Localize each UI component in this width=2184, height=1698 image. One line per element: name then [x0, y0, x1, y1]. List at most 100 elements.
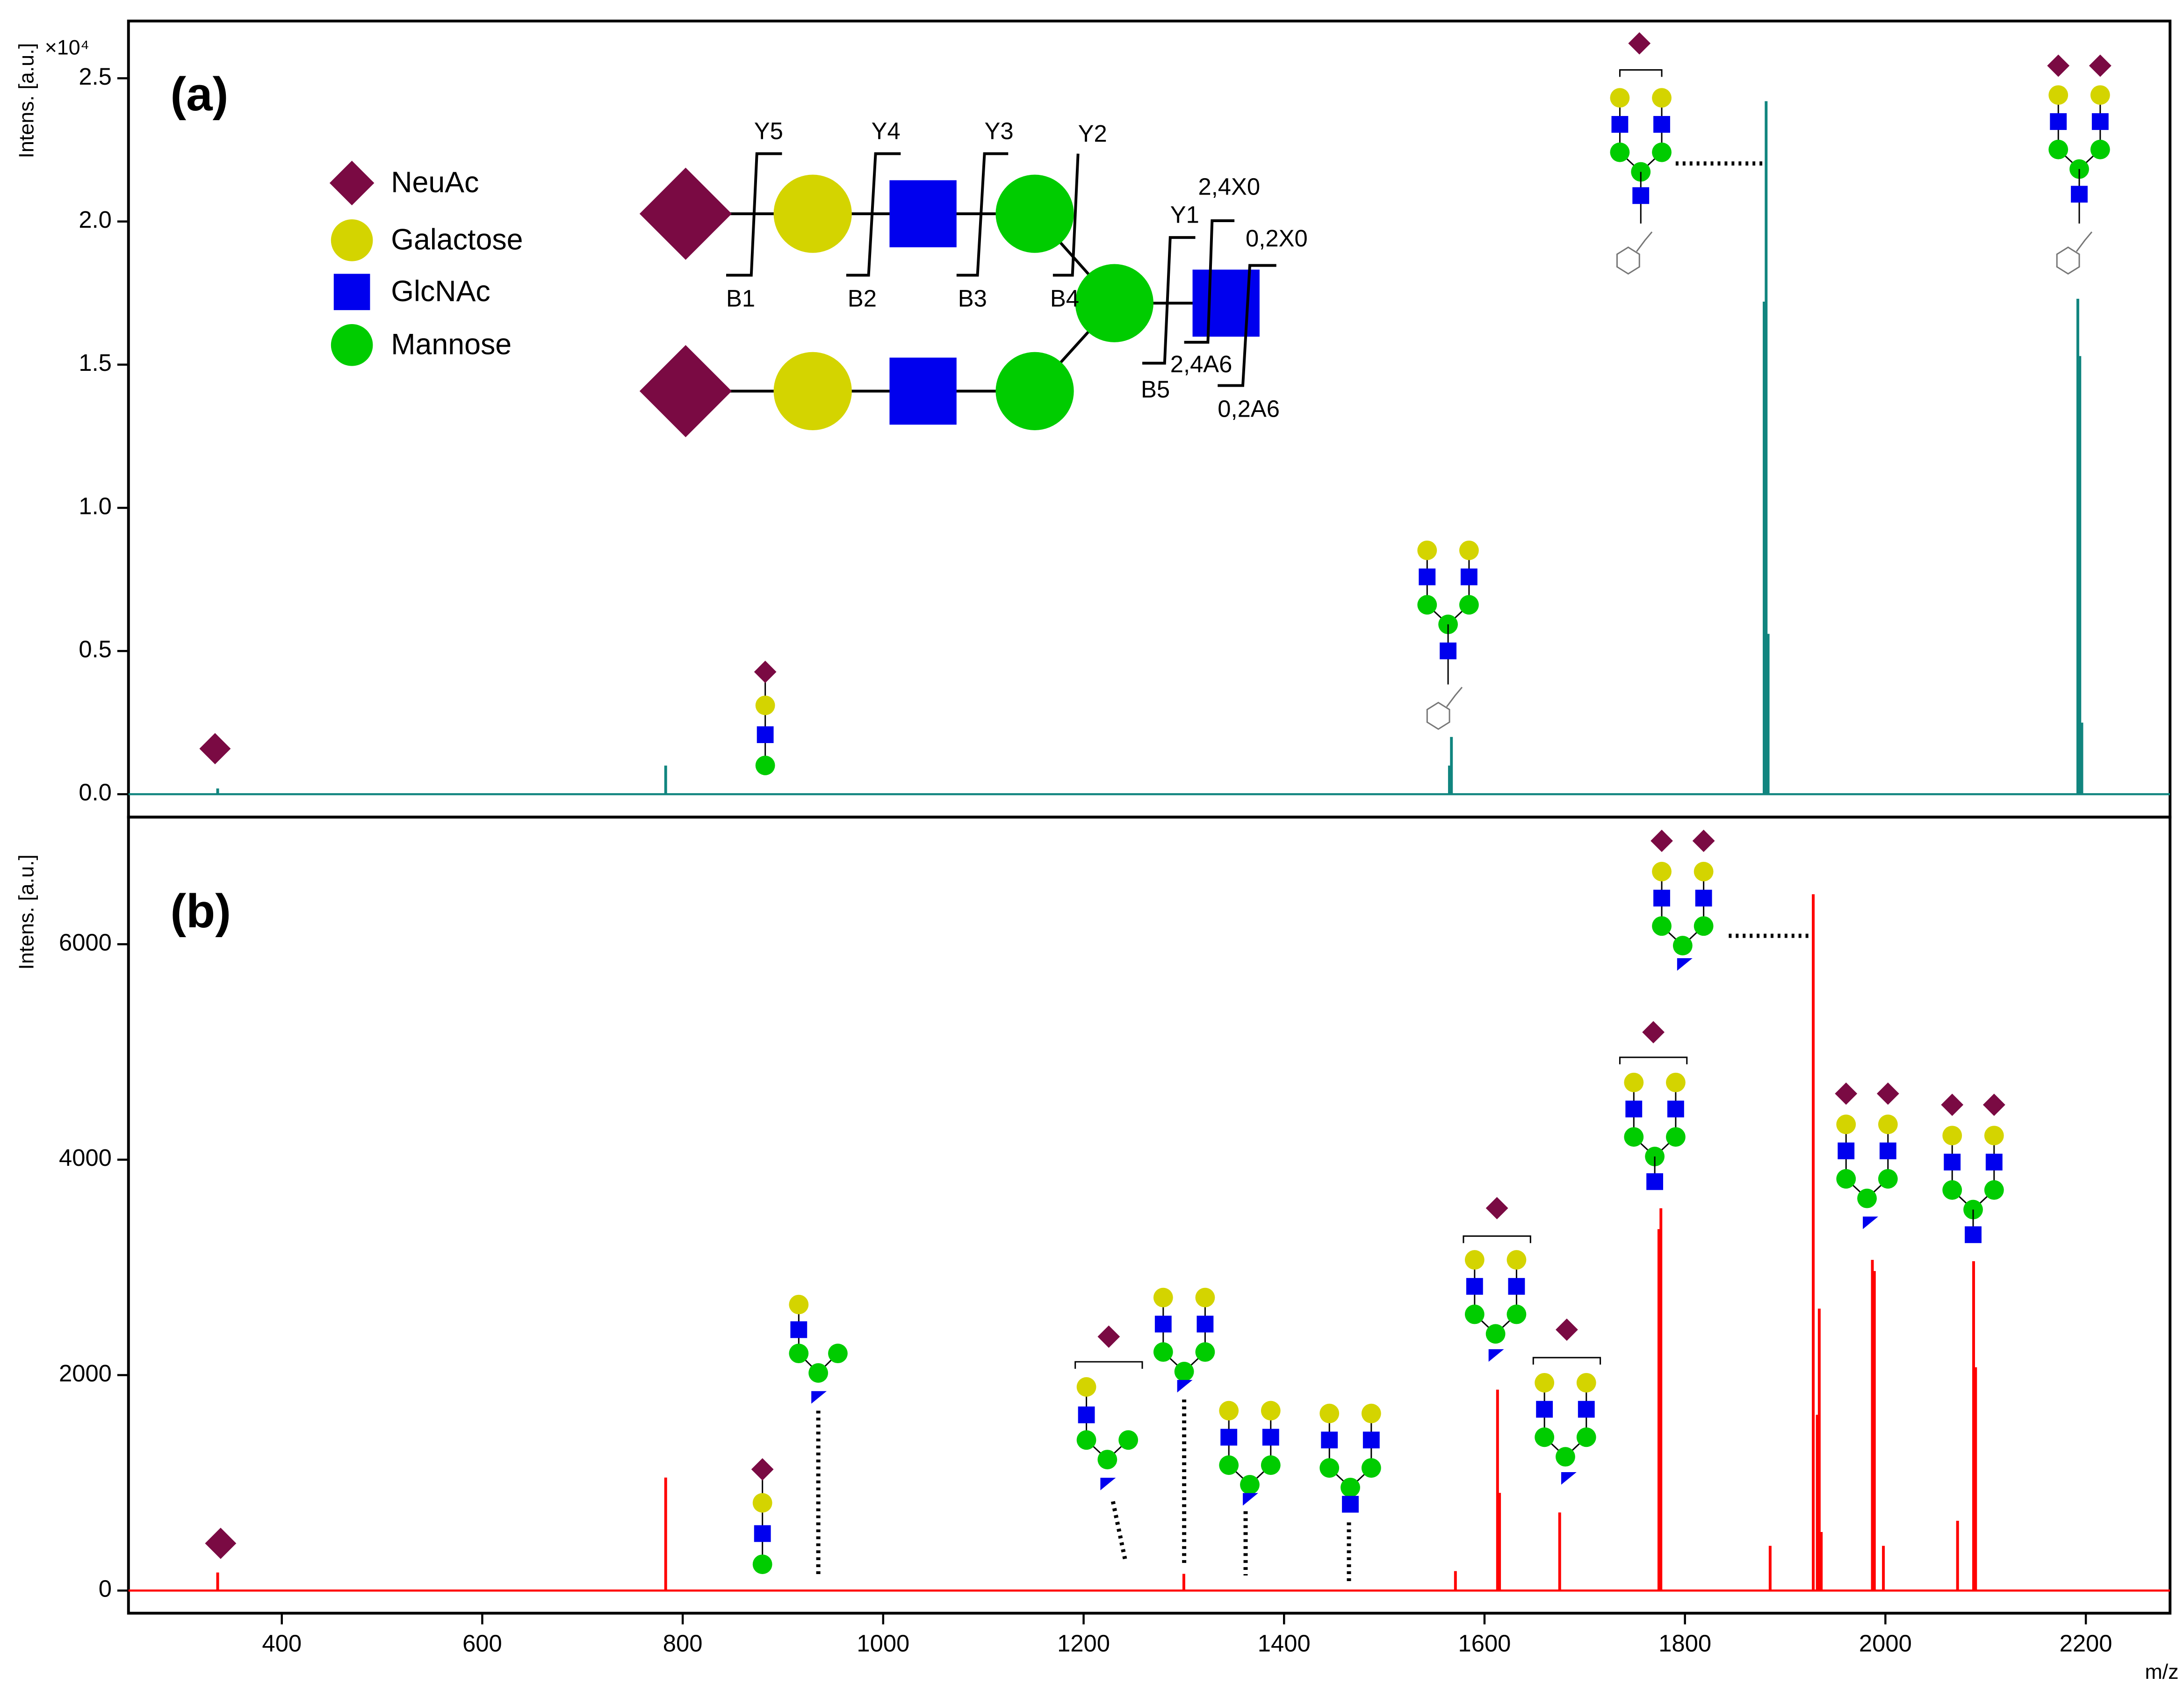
glyph-shape — [755, 755, 775, 775]
scheme-label: B4 — [1050, 285, 1079, 312]
glyph-shape — [828, 1344, 848, 1364]
glyph-shape — [956, 152, 1009, 277]
legend: NeuAc Galactose GlcNAc Mannose — [329, 160, 523, 366]
glyph-shape — [1465, 1250, 1526, 1344]
y-tick-label: 2000 — [59, 1360, 112, 1387]
glyph-shape — [2089, 54, 2112, 77]
glyph-shape — [1942, 1126, 2004, 1219]
glyph-shape — [1440, 642, 1456, 659]
y-tick-label: 2.5 — [79, 63, 112, 90]
x-axis-label: m/z — [2145, 1660, 2178, 1684]
glyph-shape — [1243, 1493, 1258, 1506]
scheme-label: B2 — [848, 285, 877, 312]
glyph-shape — [1619, 1056, 1688, 1064]
glyph-shape — [755, 695, 775, 715]
legend-label: Galactose — [391, 223, 523, 256]
glyph-shape — [1078, 1406, 1095, 1423]
glyph-shape — [789, 1344, 809, 1364]
glyph-shape — [1624, 1073, 1685, 1166]
glyph-shape — [2071, 186, 2088, 203]
glyph-shape — [329, 160, 375, 206]
glyph-shape — [1532, 1357, 1601, 1365]
glyph-shape — [1142, 236, 1196, 365]
glyph-shape — [1319, 1404, 1381, 1497]
scheme-label: B1 — [726, 285, 755, 312]
glyph-shape — [798, 1304, 838, 1374]
glycan-scheme: Y5 Y4 Y3 Y2 2,4X0 0,2X0 Y1 B1 B2 B3 B4 B… — [639, 117, 1308, 437]
glyph-shape — [1632, 187, 1650, 204]
glycan-icons — [205, 830, 2005, 1581]
glyph-shape — [1619, 69, 1663, 77]
scheme-label: 2,4A6 — [1170, 351, 1233, 377]
scheme-label: Y2 — [1078, 120, 1107, 147]
y-scale-label: ×10⁴ — [45, 36, 89, 59]
glyph-shape — [1646, 1173, 1664, 1190]
glyph-shape — [808, 1363, 829, 1383]
glyph-shape — [1876, 1082, 1899, 1105]
y-tick-label: 2.0 — [79, 206, 112, 233]
glyph-shape — [726, 152, 782, 277]
glyph-shape — [205, 1527, 237, 1559]
glyph-shape — [752, 1493, 772, 1513]
glyph-shape — [1692, 830, 1715, 852]
scheme-label: Y3 — [985, 117, 1014, 144]
glyph-shape — [1836, 1114, 1897, 1208]
glyph-shape — [2047, 54, 2070, 77]
glyph-shape — [790, 1321, 807, 1338]
y-axis-label: Intens. [a.u.] — [15, 854, 38, 969]
x-tick-label: 1800 — [1658, 1630, 1711, 1657]
y-tick-label: 1.5 — [79, 349, 112, 376]
glyph-shape — [199, 733, 231, 765]
legend-label: Mannose — [391, 328, 512, 361]
glyph-shape — [333, 274, 370, 311]
glyph-shape — [1965, 1226, 1982, 1243]
glyph-shape — [1677, 958, 1693, 971]
x-tick-label: 2200 — [2060, 1630, 2112, 1657]
glyph-shape — [789, 1294, 809, 1315]
glyph-shape — [1652, 862, 1713, 955]
glyph-shape — [2048, 85, 2110, 179]
scheme-label: B5 — [1141, 376, 1170, 403]
scheme-label: Y4 — [872, 117, 901, 144]
scheme-label: 2,4X0 — [1198, 173, 1260, 200]
glyph-shape — [757, 726, 774, 744]
y-tick-label: 0 — [99, 1575, 112, 1602]
glyph-shape — [773, 352, 852, 431]
glyph-shape — [1426, 686, 1463, 730]
glyph-shape — [1218, 264, 1276, 387]
scheme-label: 0,2X0 — [1246, 225, 1308, 252]
scheme-label: Y1 — [1170, 201, 1199, 228]
plot-frame — [127, 816, 2172, 1615]
glyph-shape — [1417, 541, 1478, 634]
scheme-label: Y5 — [754, 117, 783, 144]
x-tick-label: 1400 — [1258, 1630, 1311, 1657]
glyph-shape — [1535, 1373, 1596, 1467]
glyph-shape — [639, 345, 732, 437]
glyph-shape — [1076, 1430, 1096, 1450]
y-tick-label: 1.0 — [79, 492, 112, 519]
y-tick-label: 0.5 — [79, 636, 112, 663]
glyph-shape — [1076, 1377, 1096, 1397]
glyph-shape — [752, 1554, 772, 1575]
x-tick-label: 800 — [663, 1630, 703, 1657]
y-axis-label: Intens. [a.u.] — [15, 43, 38, 158]
glyph-shape — [331, 324, 373, 366]
glyph-shape — [1110, 1501, 1128, 1562]
glyph-shape — [1219, 1401, 1280, 1495]
y-tick-label: 0.0 — [79, 779, 112, 806]
glyph-shape — [1074, 1361, 1143, 1369]
glyph-shape — [995, 352, 1074, 431]
glyph-shape — [1628, 32, 1651, 55]
glyph-shape — [1184, 219, 1235, 344]
glyph-shape — [1177, 1380, 1193, 1393]
glyph-shape — [811, 1391, 827, 1404]
panel-label: (b) — [170, 884, 231, 938]
scheme-label: 0,2A6 — [1218, 396, 1280, 422]
glyph-shape — [1463, 1235, 1531, 1243]
glyph-shape — [2056, 231, 2093, 275]
legend-label: GlcNAc — [391, 275, 490, 308]
x-tick-label: 1000 — [857, 1630, 909, 1657]
glyph-shape — [754, 1525, 771, 1542]
